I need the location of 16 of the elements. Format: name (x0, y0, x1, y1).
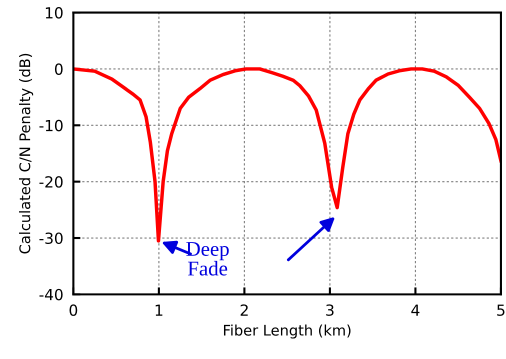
y-axis-title: Calculated C/N Penalty (dB) (19, 54, 34, 254)
y-tick-label: -10 (39, 120, 63, 132)
y-tick-label: 10 (46, 7, 63, 19)
y-tick-label: -20 (39, 176, 63, 188)
x-tick-label: 0 (70, 304, 78, 316)
x-axis-title: Fiber Length (km) (224, 324, 351, 339)
line-series (73, 67, 501, 243)
x-tick-label: 1 (156, 304, 162, 316)
y-tick-label: -30 (39, 232, 63, 244)
annotation: Deep Fade (186, 242, 229, 276)
x-tick-label: 4 (411, 304, 420, 316)
x-tick-label: 3 (326, 304, 334, 316)
y-tick-label: 0 (54, 63, 63, 75)
y-tick-label: -40 (39, 288, 63, 300)
x-tick-label: 2 (240, 304, 248, 316)
x-tick-label: 5 (497, 304, 504, 316)
